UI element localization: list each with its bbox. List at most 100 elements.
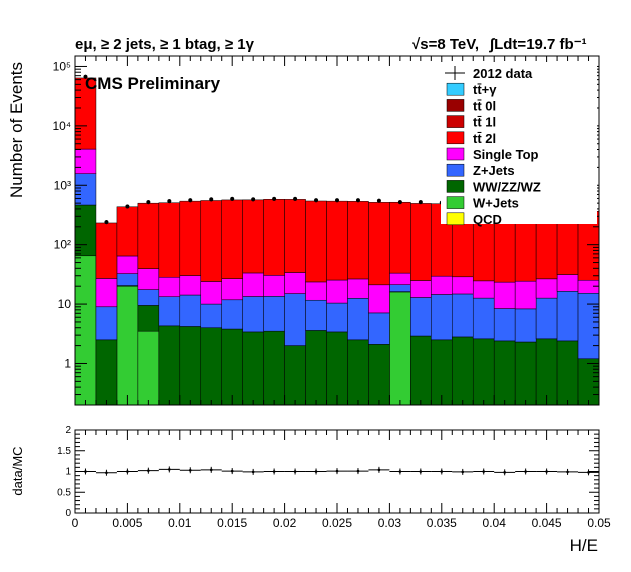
bar-tt-2l-8 bbox=[242, 199, 264, 274]
bar-tt-2l-7 bbox=[221, 199, 243, 279]
ratio-point-2 bbox=[116, 468, 138, 475]
bar-w-jets-15 bbox=[389, 291, 411, 406]
legend-label-5: Single Top bbox=[473, 147, 539, 162]
ratio-point-21 bbox=[515, 468, 537, 475]
legend-label-8: W+Jets bbox=[473, 196, 519, 211]
bar-z-jets-22 bbox=[535, 297, 558, 340]
bar-ww-zz-wz-7 bbox=[221, 328, 243, 406]
bar-z-jets-0 bbox=[74, 173, 97, 206]
bar-z-jets-6 bbox=[200, 303, 222, 328]
bar-z-jets-7 bbox=[221, 299, 243, 330]
bar-tt-2l-13 bbox=[347, 201, 369, 280]
data-point-0 bbox=[83, 74, 88, 79]
legend-swatch-3 bbox=[446, 115, 465, 128]
bar-single-top-13 bbox=[347, 278, 369, 299]
data-point-14 bbox=[376, 198, 381, 203]
main-x-ticks bbox=[74, 56, 600, 405]
bar-single-top-21 bbox=[514, 280, 537, 310]
ratio-xtick-label-0: 0 bbox=[72, 516, 79, 530]
bar-z-jets-21 bbox=[514, 308, 537, 343]
main-ytick-label-4: 10⁴ bbox=[52, 119, 71, 133]
bar-z-jets-1 bbox=[95, 306, 118, 341]
ratio-point-11 bbox=[305, 468, 327, 475]
ratio-ytick-label-4: 2 bbox=[65, 425, 71, 436]
ratio-xtick-label-2: 0.01 bbox=[168, 516, 192, 530]
bar-single-top-4 bbox=[158, 276, 181, 297]
bar-z-jets-23 bbox=[556, 291, 579, 342]
main-ytick-label-3: 10³ bbox=[54, 178, 71, 192]
ratio-y-axis-label: data/MC bbox=[10, 446, 25, 495]
bar-single-top-3 bbox=[137, 268, 160, 290]
ratio-ytick-label-1: 0.5 bbox=[57, 487, 71, 498]
legend-entry-7: WW/ZZ/WZ bbox=[446, 179, 541, 194]
bar-z-jets-20 bbox=[493, 308, 516, 342]
main-ytick-label-5: 10⁵ bbox=[53, 59, 71, 73]
bar-w-jets-3 bbox=[137, 330, 160, 406]
bar-ww-zz-wz-12 bbox=[326, 331, 348, 406]
bar-ww-zz-wz-23 bbox=[556, 340, 579, 406]
data-point-16 bbox=[418, 200, 423, 205]
bar-ww-zz-wz-0 bbox=[74, 204, 97, 257]
bar-z-jets-5 bbox=[179, 294, 202, 327]
bar-z-jets-17 bbox=[431, 294, 453, 341]
bar-single-top-12 bbox=[326, 279, 348, 304]
ratio-point-8 bbox=[242, 468, 264, 475]
bar-z-jets-3 bbox=[137, 289, 160, 306]
cms-preliminary-label: CMS Preliminary bbox=[85, 74, 221, 93]
ratio-xtick-label-5: 0.025 bbox=[322, 516, 352, 530]
bar-single-top-20 bbox=[493, 281, 516, 309]
bar-ww-zz-wz-10 bbox=[284, 345, 306, 406]
ratio-ytick-label-3: 1.5 bbox=[57, 446, 71, 457]
ratio-point-5 bbox=[179, 467, 201, 474]
legend-entry-8: W+Jets bbox=[446, 196, 519, 211]
bar-single-top-23 bbox=[556, 274, 579, 292]
bar-tt-2l-12 bbox=[326, 200, 348, 281]
ratio-ytick-label-0: 0 bbox=[65, 508, 71, 519]
selection-label: eμ, ≥ 2 jets, ≥ 1 btag, ≥ 1γ bbox=[75, 36, 255, 53]
ratio-xtick-label-10: 0.05 bbox=[587, 516, 611, 530]
bar-tt-2l-11 bbox=[305, 200, 327, 283]
bar-ww-zz-wz-1 bbox=[95, 339, 118, 406]
bar-ww-zz-wz-5 bbox=[179, 326, 202, 406]
legend-entry-1: tt̄+γ bbox=[446, 82, 497, 97]
legend-swatch-1 bbox=[446, 82, 465, 96]
legend-entry-4: tt̄ 2l bbox=[446, 131, 496, 146]
ratio-point-17 bbox=[431, 468, 453, 475]
bar-tt-2l-4 bbox=[158, 202, 181, 278]
bar-single-top-10 bbox=[284, 272, 306, 294]
bar-z-jets-4 bbox=[158, 296, 181, 327]
ratio-point-13 bbox=[347, 468, 369, 475]
legend-entry-5: Single Top bbox=[446, 147, 539, 162]
bar-single-top-6 bbox=[200, 281, 222, 305]
bar-single-top-7 bbox=[221, 278, 243, 301]
bar-tt-2l-3 bbox=[137, 202, 160, 269]
bar-z-jets-8 bbox=[242, 296, 264, 333]
data-point-6 bbox=[209, 197, 214, 202]
bar-ww-zz-wz-18 bbox=[452, 336, 474, 406]
ratio-point-16 bbox=[410, 468, 432, 475]
bar-z-jets-14 bbox=[368, 312, 390, 345]
bar-z-jets-12 bbox=[326, 302, 348, 333]
bar-single-top-2 bbox=[116, 255, 139, 274]
bar-z-jets-19 bbox=[472, 297, 495, 340]
legend-swatch-8 bbox=[446, 196, 465, 209]
bar-ww-zz-wz-6 bbox=[200, 327, 222, 406]
bar-z-jets-11 bbox=[305, 300, 327, 331]
legend-entry-6: Z+Jets bbox=[446, 163, 515, 178]
bar-ww-zz-wz-13 bbox=[347, 339, 369, 406]
ratio-point-24 bbox=[578, 469, 599, 476]
bar-ww-zz-wz-4 bbox=[158, 325, 181, 406]
legend-swatch-5 bbox=[446, 147, 465, 161]
bar-tt-2l-9 bbox=[263, 199, 285, 276]
bar-ww-zz-wz-19 bbox=[472, 338, 495, 406]
bar-single-top-22 bbox=[535, 278, 558, 299]
ratio-panel: 0 0.5 1 1.5 2 0 0.005 0.01 0.015 0.02 0.025 0.03 0.… bbox=[10, 425, 611, 555]
ratio-point-15 bbox=[389, 468, 411, 475]
bar-ww-zz-wz-21 bbox=[514, 341, 537, 406]
legend-label-2: tt̄ 0l bbox=[473, 98, 496, 113]
data-point-8 bbox=[251, 197, 256, 202]
data-point-15 bbox=[397, 200, 402, 205]
ratio-ytick-label-2: 1 bbox=[65, 467, 71, 478]
data-point-3 bbox=[146, 200, 151, 205]
ratio-point-10 bbox=[284, 468, 306, 475]
